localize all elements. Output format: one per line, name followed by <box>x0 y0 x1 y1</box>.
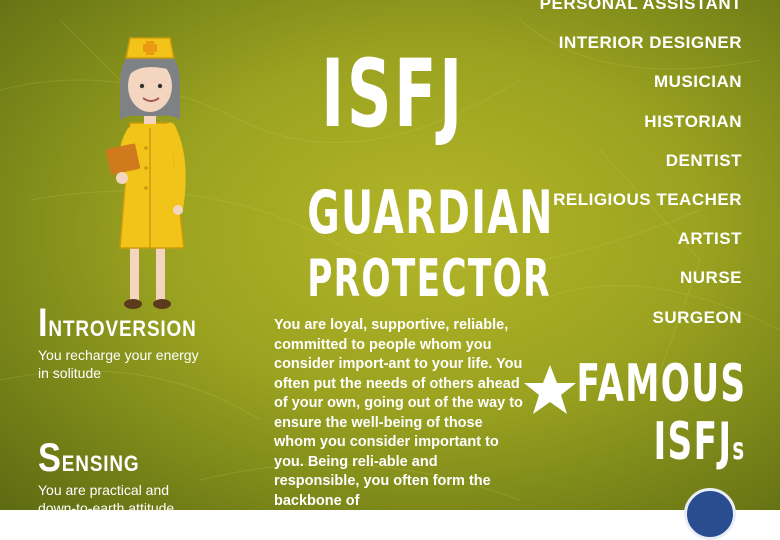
trait-rest: ENSING <box>61 451 140 476</box>
guardian-subtitle: GUARDIAN <box>307 178 554 248</box>
trait-description-line: in solitude <box>38 365 102 381</box>
career-list: PERSONAL ASSISTANT INTERIOR DESIGNER MUS… <box>540 0 742 345</box>
career-item: SURGEON <box>652 307 742 327</box>
trait-introversion: INTROVERSION You recharge your energy in… <box>38 303 222 382</box>
career-item: DENTIST <box>665 150 742 170</box>
famous-type: ISFJ <box>653 412 733 472</box>
career-item: ARTIST <box>677 229 742 249</box>
trait-rest: NTROVERSION <box>48 316 197 341</box>
career-item: NURSE <box>679 268 742 288</box>
trait-description-line: You recharge your energy <box>38 347 199 363</box>
protector-subtitle: PROTECTOR <box>307 249 551 309</box>
famous-suffix: s <box>732 432 746 467</box>
career-item: PERSONAL ASSISTANT <box>539 0 742 13</box>
famous-heading: FAMOUS ISFJs <box>522 358 746 478</box>
trait-description-line: You are practical and <box>38 482 170 498</box>
career-item: HISTORIAN <box>644 111 742 131</box>
trait-initial: I <box>38 301 49 345</box>
portrait-thumbnail <box>684 488 736 540</box>
trait-description-line: down-to-earth attitude <box>38 500 175 516</box>
career-item: RELIGIOUS TEACHER <box>553 189 742 209</box>
trait-description: You are practical and down-to-earth atti… <box>38 481 174 517</box>
nurse-figure <box>105 37 186 309</box>
trait-sensing: SENSING You are practical and down-to-ea… <box>38 438 174 517</box>
trait-initial: S <box>38 436 62 480</box>
trait-title: INTROVERSION <box>38 303 197 343</box>
star-icon <box>524 365 576 414</box>
trait-title: SENSING <box>38 438 155 478</box>
type-description: You are loyal, supportive, reliable, com… <box>274 317 523 509</box>
personality-type-title: ISFJ <box>321 40 465 149</box>
famous-line-2: ISFJs <box>654 416 746 468</box>
career-item: INTERIOR DESIGNER <box>558 33 742 53</box>
trait-description: You recharge your energy in solitude <box>38 346 222 382</box>
famous-line-1: FAMOUS <box>576 354 746 414</box>
career-item: MUSICIAN <box>653 72 742 92</box>
